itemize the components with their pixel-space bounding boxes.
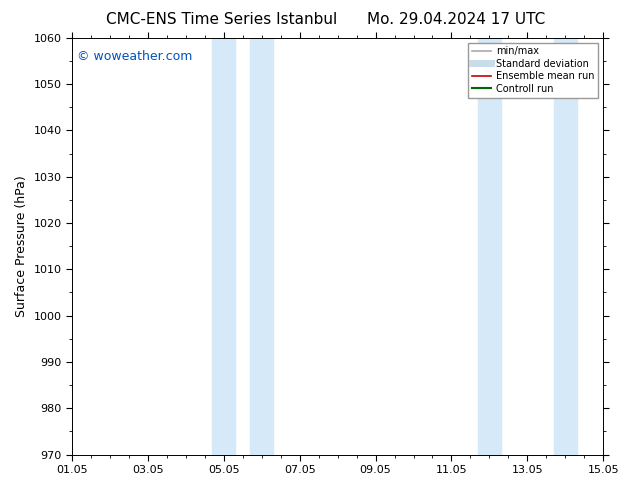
Legend: min/max, Standard deviation, Ensemble mean run, Controll run: min/max, Standard deviation, Ensemble me… — [468, 43, 598, 98]
Text: CMC-ENS Time Series Istanbul: CMC-ENS Time Series Istanbul — [107, 12, 337, 27]
Bar — [250, 38, 273, 455]
Bar — [478, 38, 501, 455]
Text: © woweather.com: © woweather.com — [77, 50, 193, 63]
Bar — [212, 38, 235, 455]
Bar — [554, 38, 577, 455]
Text: Mo. 29.04.2024 17 UTC: Mo. 29.04.2024 17 UTC — [367, 12, 546, 27]
Y-axis label: Surface Pressure (hPa): Surface Pressure (hPa) — [15, 175, 28, 317]
